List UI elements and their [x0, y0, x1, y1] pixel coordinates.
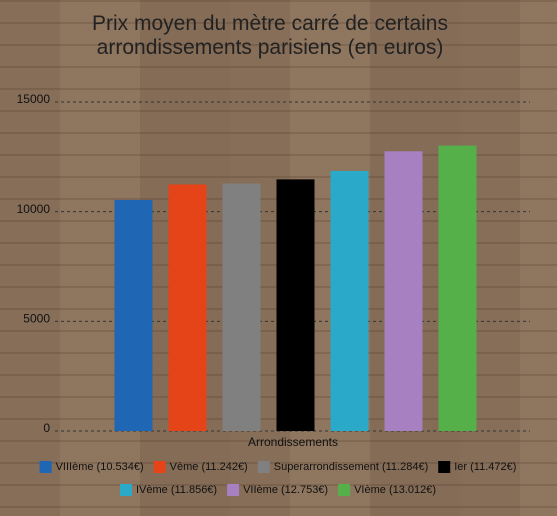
bar: [276, 179, 315, 431]
bar: [384, 151, 423, 432]
legend-label: Ier (11.472€): [454, 461, 516, 473]
legend-label: IVème (11.856€): [136, 484, 217, 496]
legend-label: Vème (11.242€): [170, 461, 248, 473]
y-tick-label: 15000: [17, 92, 51, 106]
legend-label: VIème (13.012€): [354, 484, 436, 496]
y-tick-label: 0: [43, 421, 50, 435]
bar: [168, 184, 207, 431]
legend-label: Superarrondissement (11.284€): [274, 461, 429, 473]
y-tick-label: 10000: [17, 202, 51, 216]
legend-swatch: [338, 484, 351, 496]
x-axis-label: Arrondissements: [248, 435, 338, 449]
y-tick-label: 5000: [23, 312, 50, 326]
bar: [114, 199, 153, 431]
legend-swatch: [119, 484, 132, 496]
bar: [222, 183, 261, 431]
legend-label: VIIIème (10.534€): [56, 461, 144, 473]
legend-swatch: [227, 484, 240, 496]
bar: [438, 145, 477, 432]
chart-title: Prix moyen du mètre carré de certains ar…: [92, 12, 448, 59]
legend-label: VIIème (12.753€): [243, 484, 328, 496]
legend-swatch: [438, 461, 451, 473]
bar: [330, 170, 369, 431]
legend-swatch: [153, 461, 166, 473]
legend-swatch: [39, 461, 52, 473]
legend-swatch: [257, 461, 270, 473]
